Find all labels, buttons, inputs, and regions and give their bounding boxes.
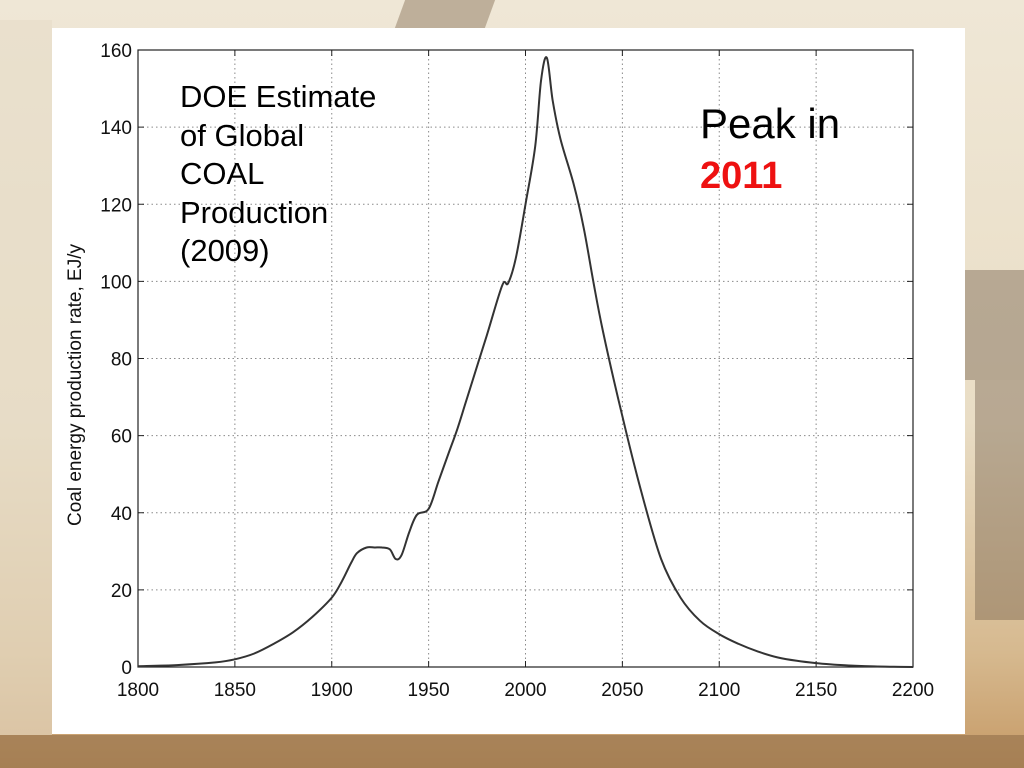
y-tick-label: 0	[121, 658, 132, 679]
peak-year: 2011	[700, 155, 783, 197]
y-tick-label: 140	[100, 118, 132, 139]
x-tick-label: 1800	[117, 680, 159, 701]
peak-callout: Peak in 2011	[700, 98, 920, 202]
y-tick-label: 80	[111, 350, 132, 371]
x-tick-label: 2150	[795, 680, 837, 701]
y-tick-label: 100	[100, 272, 132, 293]
annotation-line: Production	[180, 194, 329, 230]
annotation-line: DOE Estimate	[180, 79, 377, 114]
x-tick-label: 1850	[214, 680, 256, 701]
x-tick-label: 2000	[504, 680, 546, 701]
y-tick-label: 160	[100, 41, 132, 62]
x-tick-label: 1900	[311, 680, 353, 701]
annotation-line: (2009)	[180, 233, 270, 268]
x-tick-label: 2100	[698, 680, 740, 701]
series-lines	[137, 56, 914, 668]
background-pump-post	[975, 380, 1024, 620]
y-tick-label: 120	[100, 195, 132, 216]
annotation-line: of Global	[180, 117, 305, 153]
y-tick-label: 60	[111, 427, 132, 448]
x-tick-label: 1950	[407, 680, 449, 701]
y-axis-label: Coal energy production rate, EJ/y	[65, 244, 86, 526]
background-pump-head	[960, 270, 1024, 380]
x-tick-label: 2200	[892, 680, 934, 701]
doe-estimate-annotation: DOE Estimate of Global COAL Production (…	[180, 78, 450, 271]
y-tick-label: 20	[111, 581, 132, 602]
background-oil-rig-beam	[394, 0, 496, 28]
coal-production-chart: 1800 1850 1900 1950 2000 2050 2100 2150 2200 0 20…	[65, 41, 934, 701]
chart-panel: 1800 1850 1900 1950 2000 2050 2100 2150 2200 0 20…	[52, 28, 965, 734]
background-ground-strip	[0, 735, 1024, 768]
y-tick-label: 40	[111, 504, 132, 525]
background-left-strip	[0, 20, 52, 735]
x-tick-labels: 1800 1850 1900 1950 2000 2050 2100 2150 2200	[117, 680, 934, 701]
series-line-coal-production	[137, 56, 914, 668]
annotation-line: COAL	[180, 156, 265, 191]
x-tick-label: 2050	[601, 680, 643, 701]
y-tick-labels: 0 20 40 60 80 100 120 140 160	[100, 41, 132, 679]
peak-label: Peak in	[700, 100, 841, 147]
